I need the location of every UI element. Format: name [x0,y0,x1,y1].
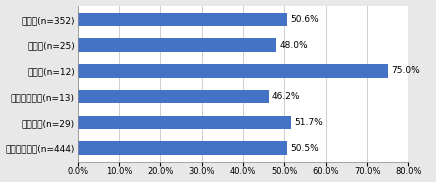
Bar [78,90,269,103]
Text: 50.6%: 50.6% [290,15,319,24]
Text: 51.7%: 51.7% [295,118,324,127]
Text: 46.2%: 46.2% [272,92,300,101]
Bar [78,116,291,129]
Bar [78,64,388,78]
Bar [78,13,287,26]
Text: 75.0%: 75.0% [391,66,420,75]
Bar [78,141,286,155]
Text: 48.0%: 48.0% [279,41,308,50]
Bar [78,38,276,52]
Text: 50.5%: 50.5% [290,144,319,153]
